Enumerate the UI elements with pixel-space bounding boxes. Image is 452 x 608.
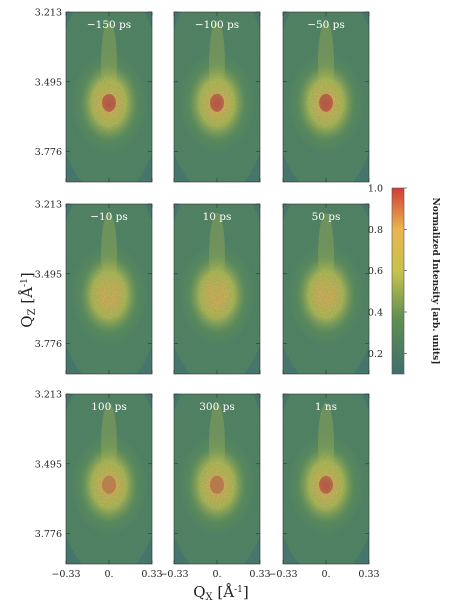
y-tick-label: 3.776 [35, 339, 62, 350]
colorbar-tick-label: 1.0 [368, 184, 383, 195]
y-tick-label: 3.213 [35, 200, 62, 211]
y-axis-title-unit: Å [18, 287, 36, 299]
y-tick-label: 3.495 [35, 269, 62, 280]
noise-overlay [174, 12, 260, 182]
colorbar-tick-label: 0.6 [368, 266, 383, 277]
y-axis-title-sub: Z [27, 308, 38, 315]
y-ticks-group: 3.213 3.495 3.776 3.213 3.495 3.776 3.213 3.495… [35, 8, 62, 540]
noise-overlay [66, 204, 152, 374]
colorbar: 1.0 0.8 0.6 0.4 0.2 Normalized Intensity [ar… [368, 184, 440, 375]
panel-label: −100 ps [195, 19, 239, 31]
x-ticks-group: −0.33 0. 0.33−0.33 0. 0.33−0.33 0. 0.33 [51, 569, 379, 580]
x-tick-label: 0.33 [141, 569, 162, 580]
panel-label: −50 ps [307, 19, 345, 31]
x-tick-label: 0. [104, 569, 113, 580]
y-axis-title-unit-exp: -1 [20, 278, 30, 287]
y-axis-title-main: Q [18, 315, 36, 327]
panel-9: 1 ns [282, 393, 370, 565]
colorbar-gradient [391, 187, 405, 375]
noise-overlay [66, 394, 152, 564]
noise-overlay [283, 394, 369, 564]
colorbar-tick-label: 0.2 [368, 349, 383, 360]
panel-label: −10 ps [90, 211, 128, 223]
x-axis-title: QX [Å-1] [193, 583, 249, 603]
y-tick-label: 3.213 [35, 8, 62, 19]
panel-label: 10 ps [203, 211, 232, 223]
panel-4: −10 ps [65, 203, 153, 375]
colorbar-label: Normalized Intensity [arb. units] [430, 198, 440, 365]
colorbar-tick-label: 0.4 [368, 308, 383, 319]
colorbar-tick-label: 0.8 [368, 225, 383, 236]
x-axis-title-sub: X [206, 592, 214, 603]
x-axis-title-unit-exp: -1 [234, 585, 243, 595]
noise-overlay [283, 204, 369, 374]
noise-overlay [174, 204, 260, 374]
x-axis-title-main: Q [193, 583, 205, 601]
y-tick-label: 3.213 [35, 390, 62, 401]
y-tick-label: 3.776 [35, 147, 62, 158]
colorbar-ticks: 1.0 0.8 0.6 0.4 0.2 [368, 184, 407, 360]
x-tick-label: −0.33 [268, 569, 297, 580]
noise-overlay [283, 12, 369, 182]
y-tick-label: 3.776 [35, 529, 62, 540]
panel-7: 100 ps [65, 393, 153, 565]
panel-8: 300 ps [173, 393, 261, 565]
panels-group: −150 ps −100 ps −50 ps −10 ps 10 ps 50 ps 100 … [65, 11, 370, 565]
panel-5: 10 ps [173, 203, 261, 375]
panel-label: 1 ns [315, 401, 337, 413]
noise-overlay [66, 12, 152, 182]
y-tick-label: 3.495 [35, 459, 62, 470]
y-axis-title: QZ [Å-1] [18, 272, 38, 327]
x-axis-title-unit: Å [222, 583, 234, 601]
panel-label: 300 ps [199, 401, 235, 413]
x-tick-label: 0.33 [249, 569, 270, 580]
panel-3: −50 ps [282, 11, 370, 183]
noise-overlay [174, 394, 260, 564]
panel-label: 100 ps [91, 401, 127, 413]
x-tick-label: 0.33 [358, 569, 379, 580]
panel-label: −150 ps [87, 19, 131, 31]
x-tick-label: 0. [212, 569, 221, 580]
x-tick-label: −0.33 [159, 569, 188, 580]
y-tick-label: 3.495 [35, 77, 62, 88]
x-tick-label: 0. [321, 569, 330, 580]
x-tick-label: −0.33 [51, 569, 80, 580]
panel-label: 50 ps [312, 211, 341, 223]
panel-2: −100 ps [173, 11, 261, 183]
panel-1: −150 ps [65, 11, 153, 183]
panel-6: 50 ps [282, 203, 370, 375]
